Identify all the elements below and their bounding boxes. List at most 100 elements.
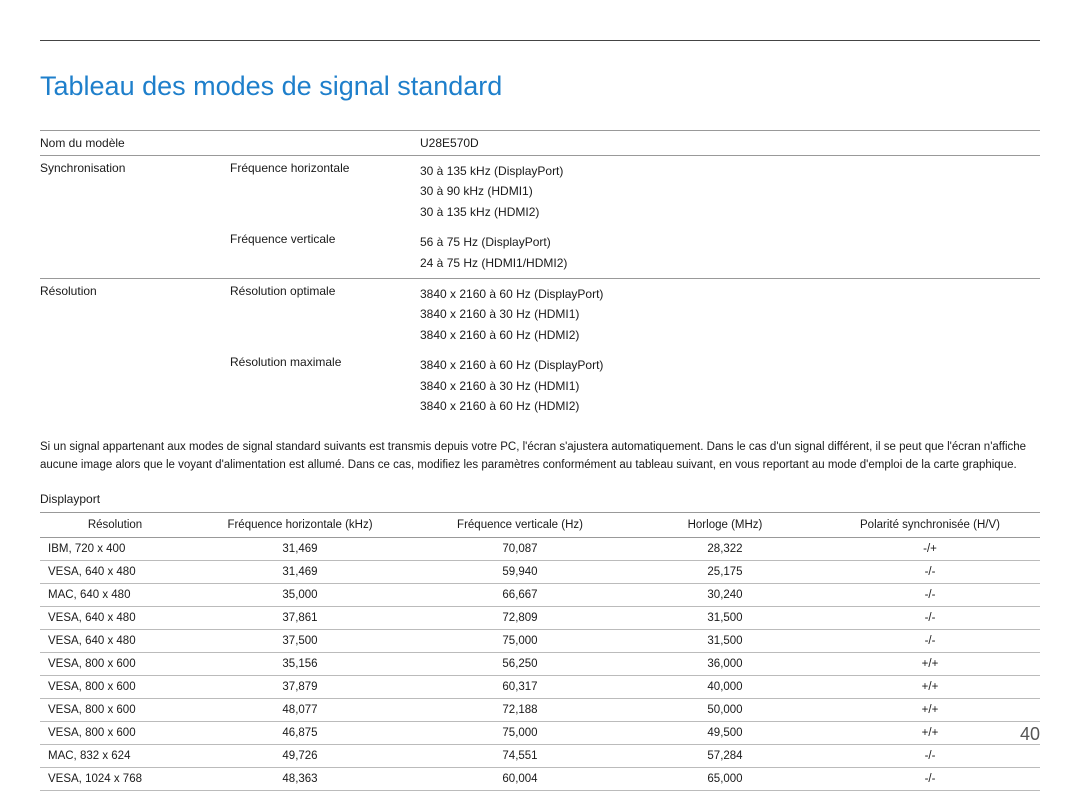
page-number: 40 — [1020, 724, 1040, 745]
table-cell: 75,000 — [410, 721, 630, 744]
table-cell: 35,156 — [190, 652, 410, 675]
table-cell: 48,077 — [190, 698, 410, 721]
res-opt-label: Résolution optimale — [230, 278, 420, 350]
table-row: VESA, 640 x 48037,86172,80931,500-/- — [40, 606, 1040, 629]
table-cell: -/+ — [820, 537, 1040, 560]
table-cell: VESA, 1024 x 768 — [40, 767, 190, 790]
table-cell: 60,004 — [410, 767, 630, 790]
table-row: MAC, 832 x 62449,72674,55157,284-/- — [40, 744, 1040, 767]
table-cell: VESA, 640 x 480 — [40, 606, 190, 629]
table-cell: -/- — [820, 629, 1040, 652]
sync-label: Synchronisation — [40, 156, 230, 228]
table-cell: 57,284 — [630, 744, 820, 767]
table-cell: -/- — [820, 606, 1040, 629]
mode-table-head: RésolutionFréquence horizontale (kHz)Fré… — [40, 512, 1040, 537]
mode-col-header: Fréquence verticale (Hz) — [410, 512, 630, 537]
hfreq-values: 30 à 135 kHz (DisplayPort)30 à 90 kHz (H… — [420, 156, 1040, 228]
page-title: Tableau des modes de signal standard — [40, 71, 1040, 102]
table-row: VESA, 800 x 60035,15656,25036,000+/+ — [40, 652, 1040, 675]
table-cell: 70,087 — [410, 537, 630, 560]
note-text: Si un signal appartenant aux modes de si… — [40, 439, 1040, 474]
table-cell: 30,240 — [630, 583, 820, 606]
table-cell: MAC, 832 x 624 — [40, 744, 190, 767]
vfreq-values: 56 à 75 Hz (DisplayPort)24 à 75 Hz (HDMI… — [420, 227, 1040, 278]
vfreq-label: Fréquence verticale — [230, 227, 420, 278]
table-cell: -/- — [820, 583, 1040, 606]
table-cell: 49,726 — [190, 744, 410, 767]
table-cell: 72,188 — [410, 698, 630, 721]
table-cell: VESA, 800 x 600 — [40, 721, 190, 744]
table-cell: -/- — [820, 744, 1040, 767]
table-cell: VESA, 640 x 480 — [40, 629, 190, 652]
table-cell: 31,469 — [190, 560, 410, 583]
spec-value-line: 30 à 135 kHz (HDMI2) — [420, 202, 1040, 222]
table-cell: 72,809 — [410, 606, 630, 629]
table-row: VESA, 800 x 60046,87575,00049,500+/+ — [40, 721, 1040, 744]
section-label: Displayport — [40, 492, 1040, 506]
table-cell: +/+ — [820, 652, 1040, 675]
table-row: VESA, 1024 x 76848,36360,00465,000-/- — [40, 767, 1040, 790]
table-row: IBM, 720 x 40031,46970,08728,322-/+ — [40, 537, 1040, 560]
table-cell: 37,861 — [190, 606, 410, 629]
mode-col-header: Horloge (MHz) — [630, 512, 820, 537]
hfreq-label: Fréquence horizontale — [230, 156, 420, 228]
table-cell: 31,469 — [190, 537, 410, 560]
spec-value-line: 3840 x 2160 à 60 Hz (HDMI2) — [420, 325, 1040, 345]
table-cell: 40,000 — [630, 675, 820, 698]
res-max-label: Résolution maximale — [230, 350, 420, 421]
mode-table: RésolutionFréquence horizontale (kHz)Fré… — [40, 512, 1040, 791]
spec-value-line: 3840 x 2160 à 30 Hz (HDMI1) — [420, 376, 1040, 396]
table-cell: +/+ — [820, 721, 1040, 744]
table-row: VESA, 640 x 48031,46959,94025,175-/- — [40, 560, 1040, 583]
table-cell: 60,317 — [410, 675, 630, 698]
table-cell: -/- — [820, 767, 1040, 790]
table-cell: VESA, 800 x 600 — [40, 675, 190, 698]
table-cell: 35,000 — [190, 583, 410, 606]
table-cell: VESA, 640 x 480 — [40, 560, 190, 583]
table-cell: 36,000 — [630, 652, 820, 675]
table-cell: 66,667 — [410, 583, 630, 606]
res-opt-values: 3840 x 2160 à 60 Hz (DisplayPort)3840 x … — [420, 278, 1040, 350]
spec-value-line: 24 à 75 Hz (HDMI1/HDMI2) — [420, 253, 1040, 273]
spec-value-line: 3840 x 2160 à 30 Hz (HDMI1) — [420, 304, 1040, 324]
res-max-values: 3840 x 2160 à 60 Hz (DisplayPort)3840 x … — [420, 350, 1040, 421]
table-cell: 75,000 — [410, 629, 630, 652]
table-cell: -/- — [820, 560, 1040, 583]
top-divider — [40, 40, 1040, 41]
table-cell: MAC, 640 x 480 — [40, 583, 190, 606]
resolution-label: Résolution — [40, 278, 230, 350]
table-cell: 56,250 — [410, 652, 630, 675]
table-cell: VESA, 800 x 600 — [40, 698, 190, 721]
table-cell: 50,000 — [630, 698, 820, 721]
table-cell: +/+ — [820, 675, 1040, 698]
table-row: VESA, 640 x 48037,50075,00031,500-/- — [40, 629, 1040, 652]
model-value: U28E570D — [420, 131, 1040, 156]
table-row: MAC, 640 x 48035,00066,66730,240-/- — [40, 583, 1040, 606]
table-cell: 46,875 — [190, 721, 410, 744]
spec-value-line: 3840 x 2160 à 60 Hz (DisplayPort) — [420, 355, 1040, 375]
table-row: VESA, 800 x 60037,87960,31740,000+/+ — [40, 675, 1040, 698]
mode-col-header: Polarité synchronisée (H/V) — [820, 512, 1040, 537]
table-cell: 49,500 — [630, 721, 820, 744]
table-row: VESA, 800 x 60048,07772,18850,000+/+ — [40, 698, 1040, 721]
spec-value-line: 30 à 90 kHz (HDMI1) — [420, 181, 1040, 201]
spec-value-line: 3840 x 2160 à 60 Hz (HDMI2) — [420, 396, 1040, 416]
table-cell: 48,363 — [190, 767, 410, 790]
spec-value-line: 3840 x 2160 à 60 Hz (DisplayPort) — [420, 284, 1040, 304]
table-cell: 25,175 — [630, 560, 820, 583]
mode-col-header: Résolution — [40, 512, 190, 537]
table-cell: 65,000 — [630, 767, 820, 790]
table-cell: +/+ — [820, 698, 1040, 721]
table-cell: 31,500 — [630, 629, 820, 652]
table-cell: 31,500 — [630, 606, 820, 629]
spec-value-line: 56 à 75 Hz (DisplayPort) — [420, 232, 1040, 252]
mode-col-header: Fréquence horizontale (kHz) — [190, 512, 410, 537]
model-label: Nom du modèle — [40, 131, 230, 156]
spec-value-line: 30 à 135 kHz (DisplayPort) — [420, 161, 1040, 181]
table-cell: IBM, 720 x 400 — [40, 537, 190, 560]
table-cell: 37,879 — [190, 675, 410, 698]
table-cell: VESA, 800 x 600 — [40, 652, 190, 675]
table-cell: 74,551 — [410, 744, 630, 767]
table-cell: 59,940 — [410, 560, 630, 583]
table-cell: 37,500 — [190, 629, 410, 652]
